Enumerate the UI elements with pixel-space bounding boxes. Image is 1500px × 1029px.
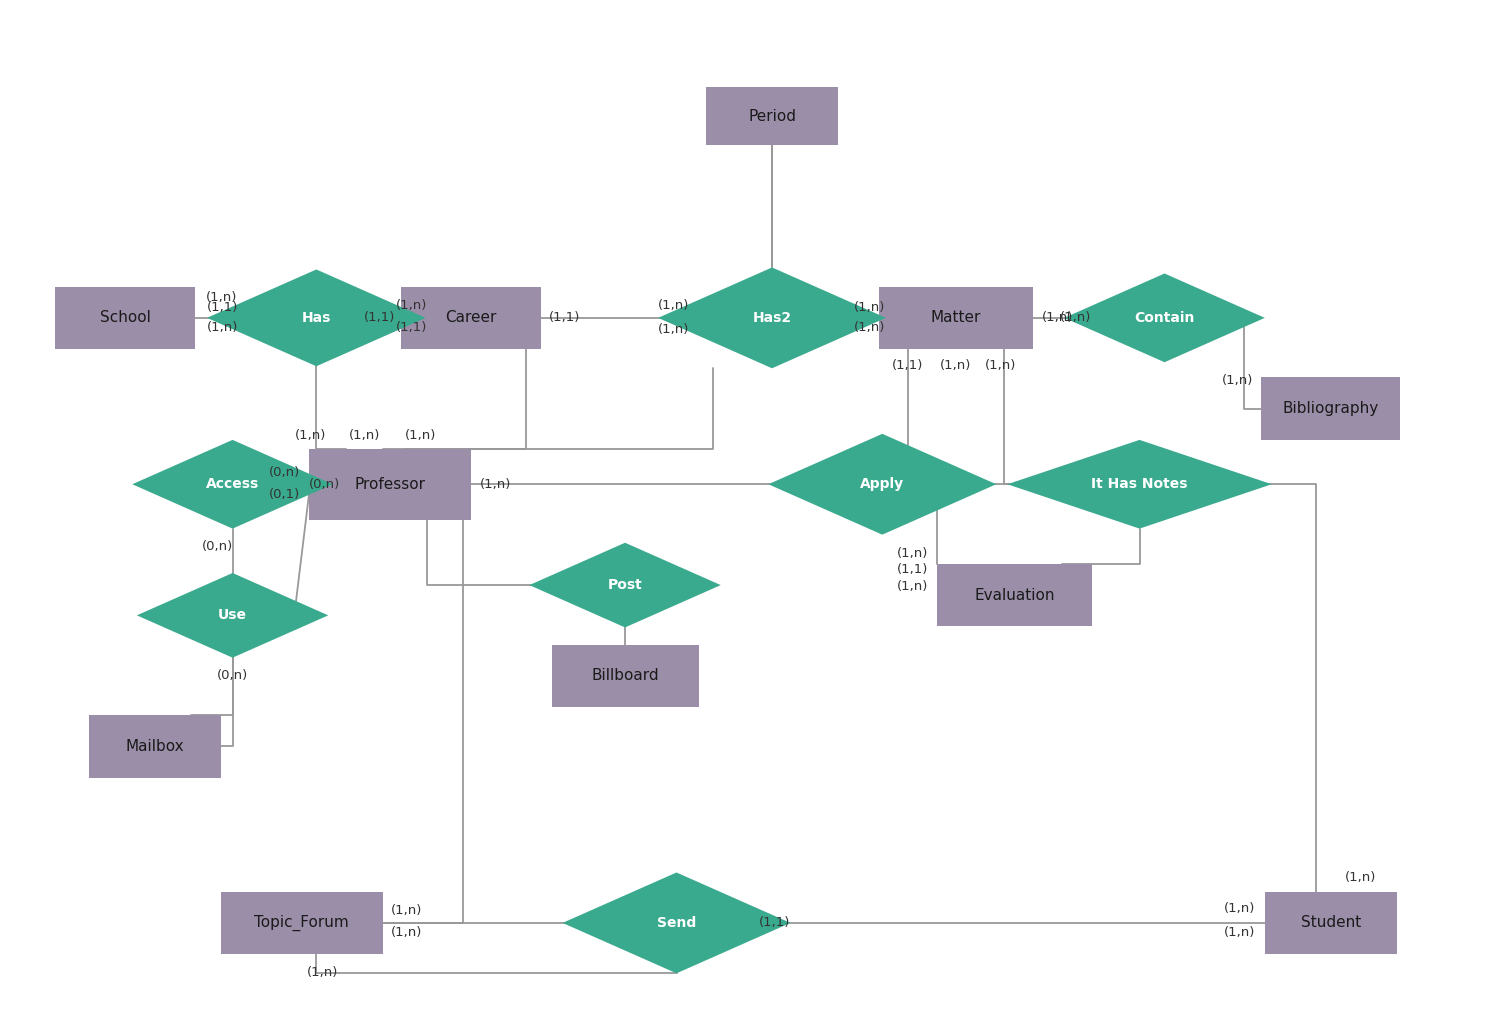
Text: (1,n): (1,n) bbox=[1346, 871, 1377, 884]
Text: (1,n): (1,n) bbox=[1224, 926, 1256, 939]
FancyBboxPatch shape bbox=[88, 715, 220, 778]
Text: Has: Has bbox=[302, 311, 332, 325]
FancyBboxPatch shape bbox=[552, 644, 699, 707]
Text: (0,1): (0,1) bbox=[268, 488, 300, 501]
Text: (1,n): (1,n) bbox=[986, 359, 1017, 371]
Text: Matter: Matter bbox=[930, 311, 981, 325]
Text: (1,n): (1,n) bbox=[939, 359, 970, 371]
Text: (1,n): (1,n) bbox=[897, 579, 928, 593]
Text: Apply: Apply bbox=[859, 477, 904, 491]
Text: (1,n): (1,n) bbox=[405, 429, 436, 442]
Text: (1,n): (1,n) bbox=[855, 301, 885, 314]
Text: Access: Access bbox=[206, 477, 260, 491]
Text: (1,n): (1,n) bbox=[1224, 902, 1256, 915]
Polygon shape bbox=[768, 434, 996, 535]
Text: Period: Period bbox=[748, 109, 796, 123]
Text: (1,1): (1,1) bbox=[207, 301, 238, 314]
Text: (1,1): (1,1) bbox=[892, 359, 924, 371]
FancyBboxPatch shape bbox=[879, 287, 1034, 349]
Text: Use: Use bbox=[217, 608, 248, 623]
Text: Professor: Professor bbox=[354, 476, 426, 492]
Text: (1,n): (1,n) bbox=[658, 323, 690, 336]
Text: (1,n): (1,n) bbox=[296, 429, 327, 442]
Polygon shape bbox=[562, 873, 790, 973]
Text: (1,1): (1,1) bbox=[363, 312, 394, 324]
Text: Contain: Contain bbox=[1134, 311, 1194, 325]
Polygon shape bbox=[132, 439, 333, 529]
Text: School: School bbox=[100, 311, 150, 325]
Text: Career: Career bbox=[446, 311, 497, 325]
Text: (1,n): (1,n) bbox=[1042, 312, 1072, 324]
Text: (1,n): (1,n) bbox=[396, 299, 427, 312]
Text: Post: Post bbox=[608, 578, 642, 592]
Text: (1,n): (1,n) bbox=[350, 429, 381, 442]
Text: Bibliography: Bibliography bbox=[1282, 401, 1378, 416]
FancyBboxPatch shape bbox=[309, 449, 471, 520]
FancyBboxPatch shape bbox=[1264, 892, 1396, 954]
FancyBboxPatch shape bbox=[400, 287, 540, 349]
Text: Mailbox: Mailbox bbox=[126, 739, 184, 754]
Text: (1,n): (1,n) bbox=[480, 477, 512, 491]
Text: (1,1): (1,1) bbox=[549, 312, 580, 324]
Text: (1,n): (1,n) bbox=[1222, 374, 1254, 387]
Text: (1,n): (1,n) bbox=[658, 299, 690, 312]
Text: Has2: Has2 bbox=[753, 311, 792, 325]
Polygon shape bbox=[207, 270, 426, 366]
Text: (0,n): (0,n) bbox=[217, 669, 248, 682]
Polygon shape bbox=[1008, 439, 1272, 529]
Text: (1,1): (1,1) bbox=[897, 564, 928, 576]
Text: (0,n): (0,n) bbox=[202, 540, 234, 554]
Text: Student: Student bbox=[1300, 916, 1360, 930]
Polygon shape bbox=[1065, 274, 1264, 362]
Text: (1,n): (1,n) bbox=[1059, 312, 1090, 324]
FancyBboxPatch shape bbox=[1262, 378, 1401, 439]
Text: (1,1): (1,1) bbox=[396, 321, 427, 334]
Text: (1,n): (1,n) bbox=[206, 291, 237, 305]
FancyBboxPatch shape bbox=[706, 86, 839, 145]
Text: (0,n): (0,n) bbox=[309, 477, 340, 491]
Polygon shape bbox=[136, 573, 328, 658]
Polygon shape bbox=[530, 542, 720, 628]
Text: Send: Send bbox=[657, 916, 696, 930]
Text: (1,1): (1,1) bbox=[759, 917, 790, 929]
FancyBboxPatch shape bbox=[938, 564, 1092, 627]
Text: (1,n): (1,n) bbox=[855, 321, 885, 334]
Polygon shape bbox=[658, 268, 886, 368]
Text: (1,n): (1,n) bbox=[207, 321, 238, 334]
Text: (1,n): (1,n) bbox=[897, 547, 928, 561]
Text: (1,n): (1,n) bbox=[392, 926, 423, 939]
Text: Topic_Forum: Topic_Forum bbox=[255, 915, 350, 931]
Text: (0,n): (0,n) bbox=[268, 466, 300, 478]
Text: (1,n): (1,n) bbox=[306, 966, 338, 979]
Text: (1,n): (1,n) bbox=[392, 904, 423, 917]
Text: Billboard: Billboard bbox=[591, 669, 658, 683]
FancyBboxPatch shape bbox=[220, 892, 382, 954]
Text: It Has Notes: It Has Notes bbox=[1092, 477, 1188, 491]
Text: Evaluation: Evaluation bbox=[975, 588, 1054, 603]
FancyBboxPatch shape bbox=[56, 287, 195, 349]
